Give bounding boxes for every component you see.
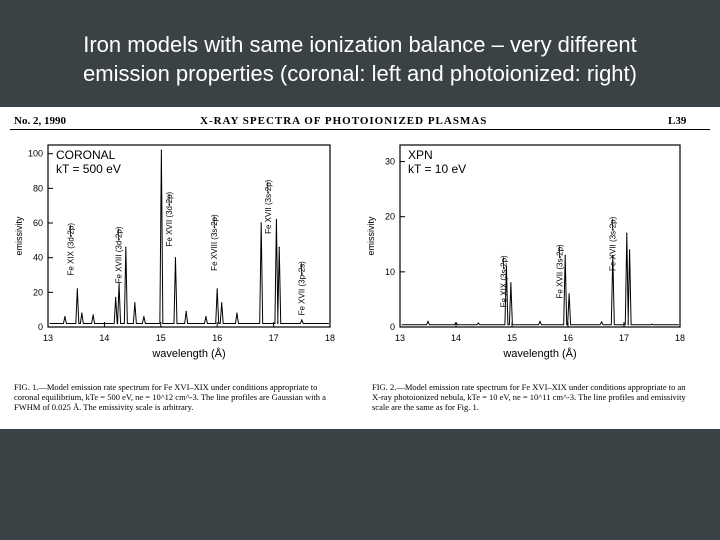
plot1-line-annotation: Fe XVII (3d-2p) (165, 191, 174, 246)
plot1-peak-point (115, 296, 117, 299)
plot1-peak-point (221, 302, 223, 304)
plot2-ytick-label: 10 (385, 267, 395, 277)
plot1-peak-point (301, 319, 303, 321)
caption-left: FIG. 1.—Model emission rate spectrum for… (14, 382, 326, 412)
plot2-y-axis-label: emissivity (366, 216, 376, 256)
plot1-xtick-label: 14 (99, 333, 109, 343)
plot1-peak-point (118, 283, 120, 285)
plot1-peak-point (81, 312, 83, 314)
plot1-line-annotation: Fe XVII (3s-2p) (264, 179, 273, 234)
plot1-y-axis-label: emissivity (14, 216, 24, 256)
plot1-xtick-label: 13 (43, 333, 53, 343)
plot1-line-annotation: Fe XVIII (3d-2p) (114, 226, 123, 283)
plot1-line-annotation: Fe XIX (3d-2p) (66, 223, 75, 276)
plot2-line-annotation: Fe XVII (3s-2p) (609, 216, 618, 271)
plot1-ytick-label: 80 (33, 183, 43, 193)
plot2-line-annotation: Fe XIX (3s-2p) (499, 255, 508, 307)
plot2-xtick-label: 13 (395, 333, 405, 343)
plot2-peak-point (612, 254, 614, 256)
plot1-peak-point (125, 246, 127, 248)
plot1-peak-point (160, 149, 162, 151)
plot2-peak-point (564, 254, 566, 256)
plot2-xtick-label: 18 (675, 333, 685, 343)
plot2-peak-point (477, 322, 479, 324)
plot1-peak-point (275, 218, 278, 221)
plot1-axes-frame (47, 144, 331, 328)
plot1-ytick-label: 100 (28, 149, 43, 159)
plot2-peak-point (427, 320, 429, 323)
plot1-ytick-label: 60 (33, 218, 43, 228)
plot2-peak-point (601, 321, 603, 323)
plot1-peak-point (216, 288, 218, 290)
plot1-ytick-label: 20 (33, 287, 43, 297)
plot1-peak-point (278, 246, 280, 248)
plot1-spectrum-line (49, 150, 329, 325)
plot2-x-axis-label: wavelength (Å) (502, 347, 576, 360)
plot2-xtick-label: 15 (507, 333, 517, 343)
paper-header-left: No. 2, 1990 (14, 115, 66, 127)
plot1-ytick-label: 0 (38, 322, 43, 332)
plot1-line-annotation: Fe XVII (3p-2s) (298, 261, 307, 316)
plot1-peak-point (236, 312, 238, 314)
plot2-ytick-label: 0 (390, 322, 395, 332)
plot1-xtick-label: 17 (269, 333, 279, 343)
slide-title-line2: emission properties (coronal: left and p… (83, 61, 637, 86)
plot2-peak-point (455, 321, 457, 324)
plot1-peak-point (260, 222, 262, 224)
plot2-line-annotation: Fe XVII (3s-2p) (555, 244, 564, 299)
plot1-ytick-label: 40 (33, 253, 43, 263)
plot2-peak-point (510, 282, 512, 284)
plot1-xtick-label: 18 (325, 333, 335, 343)
plot2-panel-label: XPN (408, 148, 433, 162)
plot2-peak-point (651, 323, 653, 325)
plot2-spectrum-line (401, 233, 679, 326)
plot1-peak-point (92, 314, 94, 316)
plot2-peak-point (539, 320, 541, 323)
plot1-peak-point (76, 288, 78, 290)
plot2-xtick-label: 17 (619, 333, 629, 343)
plot2-xtick-label: 14 (451, 333, 461, 343)
plot1-peak-point (143, 316, 145, 318)
plot2-peak-point (568, 293, 570, 295)
plot1-peak-point (205, 316, 207, 318)
plot2-ytick-label: 20 (385, 212, 395, 222)
plot1-xtick-label: 15 (156, 333, 166, 343)
plot1-xtick-label: 16 (212, 333, 222, 343)
plot1-peak-point (134, 302, 136, 304)
plot2-peak-point (626, 232, 628, 234)
plot1-peak-point (174, 257, 177, 259)
plot1-panel-label: CORONAL (56, 148, 116, 162)
header-rule (10, 129, 710, 130)
paper-figure: No. 2, 1990 X-RAY SPECTRA OF PHOTOIONIZE… (0, 107, 720, 429)
paper-header-right: L39 (668, 115, 687, 127)
plot2-ytick-label: 30 (385, 157, 395, 167)
caption-right: FIG. 2.—Model emission rate spectrum for… (372, 382, 686, 412)
plot2-peak-point (629, 249, 631, 251)
plot2-xtick-label: 16 (563, 333, 573, 343)
plot1-line-annotation: Fe XVIII (3s-2p) (210, 214, 219, 271)
plot1-peak-point (64, 316, 66, 318)
slide-title-line1: Iron models with same ionization balance… (83, 32, 637, 57)
paper-header-center: X-RAY SPECTRA OF PHOTOIONIZED PLASMAS (200, 115, 488, 127)
slide-title: Iron models with same ionization balance… (0, 30, 720, 88)
plot1-x-axis-label: wavelength (Å) (151, 347, 225, 360)
plot1-panel-sublabel: kT = 500 eV (56, 162, 121, 176)
plot1-peak-point (185, 310, 187, 312)
plot2-axes-frame (399, 144, 681, 328)
plot2-panel-sublabel: kT = 10 eV (408, 162, 466, 176)
plot2-peak-point (505, 265, 507, 267)
